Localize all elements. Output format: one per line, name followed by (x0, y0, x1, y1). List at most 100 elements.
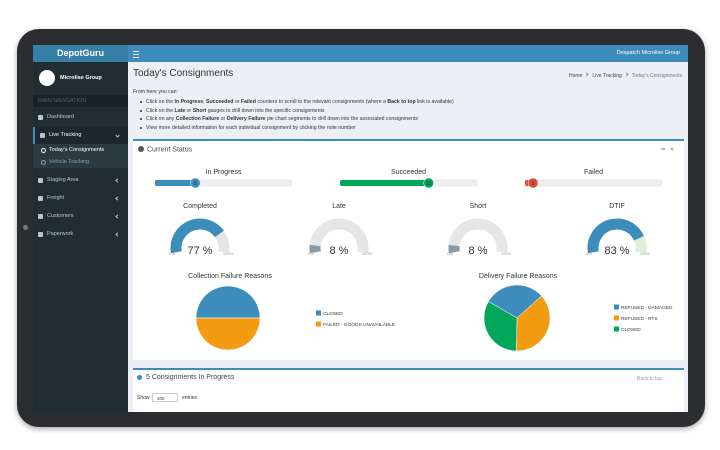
pie-slice[interactable] (195, 285, 261, 319)
chevron (115, 232, 120, 237)
org-name: Microlise Group (60, 75, 102, 81)
sub-nav-item[interactable]: Vehicle Tracking (33, 156, 128, 168)
nav-icon (38, 232, 43, 237)
menu-toggle[interactable] (133, 51, 139, 58)
gauge-value[interactable] (170, 218, 224, 254)
counter-knob (527, 177, 539, 189)
instruction-text: , (203, 99, 206, 105)
instruction: View more detailed information for each … (140, 125, 356, 131)
logo[interactable]: DepotGuru (33, 45, 128, 62)
instruction-bold: Back to top (387, 99, 416, 105)
gauge-title[interactable]: Late (332, 203, 346, 210)
crumb-item: Today's Consignments (631, 73, 682, 79)
content: Today's Consignments Home Live Tracking To… (128, 62, 688, 412)
instruction: Click on the Late or Short gauges to dri… (140, 107, 325, 114)
progress-title: 5 Consignments In Progress (146, 374, 235, 381)
nav-icon (38, 115, 43, 120)
crumb-item[interactable]: Home (569, 73, 583, 79)
crumb-sep (584, 72, 589, 77)
nav-item[interactable]: Paperwork (33, 226, 128, 243)
status-title: Current Status (147, 147, 193, 154)
counter-label[interactable]: Succeeded (391, 169, 426, 176)
gauge-title[interactable]: Completed (183, 203, 217, 210)
sub-nav-item[interactable]: Today's Consignments (33, 144, 128, 156)
chevron (115, 196, 120, 201)
page-title: Today's Consignments (133, 68, 234, 79)
instruction-text: pie chart segments to drill down into th… (265, 116, 418, 122)
gauge-title[interactable]: DTIF (609, 203, 625, 210)
pie-slice[interactable] (195, 317, 261, 351)
pie-slice[interactable] (488, 284, 542, 319)
status-panel: Current Status × In Progress 5 Succeeded 11 Fa… (133, 139, 684, 360)
pie-slice[interactable] (516, 295, 551, 352)
instruction-text: gauges to drill down into the specific c… (206, 107, 325, 114)
gauge-value-label: 8 % (330, 245, 349, 257)
counter-knob (190, 177, 201, 189)
gauge-track (309, 218, 369, 254)
sub-nav-label: Today's Consignments (49, 147, 105, 153)
back-to-top[interactable]: Back to top (636, 376, 662, 382)
instruction-text: Click on any (146, 116, 176, 122)
legend-swatch (614, 304, 619, 310)
nav-item[interactable]: Customers (33, 208, 128, 225)
instruction-text: Click on the (146, 99, 175, 105)
gauge-max: 100% (223, 251, 234, 256)
counter-bar[interactable] (155, 180, 196, 186)
instruction-text: Click on the (146, 107, 175, 114)
user-menu[interactable]: Despatch Microlise Group (616, 50, 680, 56)
counter-value: 1 (532, 181, 535, 187)
gauge-value[interactable] (587, 218, 644, 254)
nav-item[interactable]: Staging Area (33, 172, 128, 189)
legend-label: REFUSED - DAMAGED (621, 305, 673, 311)
counter-track (524, 179, 663, 187)
crumb-item[interactable]: Live Tracking (592, 73, 622, 79)
counter-bar[interactable] (340, 180, 429, 186)
nav-label: Dashboard (47, 114, 74, 120)
screen: DepotGuru Despatch Microlise Group Micro… (33, 45, 688, 412)
pie-slice[interactable] (483, 301, 518, 352)
entries-select[interactable]: 100 (152, 393, 178, 402)
legend-label: FAILED - GOODS UNAVAILABLE (323, 322, 395, 328)
counter-knob (423, 177, 434, 189)
counter-label[interactable]: In Progress (206, 169, 242, 176)
top-bar: Despatch Microlise Group (128, 45, 688, 62)
instruction-text: link is available) (415, 99, 454, 105)
nav-icon (38, 214, 43, 219)
instruction-bold: Collection Failure (175, 116, 220, 122)
nav-label: Customers (47, 213, 74, 219)
instruction-bold: Failed (240, 99, 256, 105)
counter-value: 11 (426, 181, 431, 187)
legend-swatch (614, 326, 619, 332)
sub-icon (41, 160, 46, 165)
breadcrumb: Home Live Tracking Today's Consignments (569, 72, 682, 79)
counter-label[interactable]: Failed (584, 169, 603, 176)
entries-label: entries (182, 395, 198, 401)
legend-label: CLOSED (323, 311, 343, 317)
tablet-camera (23, 225, 28, 230)
close-icon[interactable]: × (670, 147, 674, 154)
nav-label: Paperwork (47, 231, 74, 237)
nav-label: Freight (47, 195, 65, 201)
crumb-sep (624, 72, 629, 77)
chevron (115, 214, 120, 219)
instruction-bold: Late (174, 107, 186, 114)
nav-item[interactable]: Dashboard (33, 109, 128, 126)
gauge-min: 0% (169, 251, 175, 256)
instruction-text: or (233, 99, 241, 105)
instruction-bold: Short (192, 107, 207, 114)
legend-label: REFUSED - RTS (621, 316, 658, 322)
instruction: Click on the In Progress, Succeeded or F… (140, 99, 454, 105)
legend-swatch (316, 321, 321, 327)
chevron (115, 178, 120, 183)
nav-item[interactable]: Freight (33, 190, 128, 207)
org-icon (39, 70, 55, 86)
gauge-value-label: 8 % (469, 245, 488, 257)
gauge-title[interactable]: Short (470, 203, 487, 210)
progress-panel: 5 Consignments In Progress Back to top S… (133, 368, 684, 412)
nav-icon (38, 196, 43, 201)
instruction-text: or (185, 107, 193, 114)
intro: From here you can: (133, 89, 178, 95)
counter-value: 5 (194, 181, 197, 187)
gauge-track (448, 218, 508, 254)
nav-item[interactable]: Live Tracking (33, 127, 128, 144)
